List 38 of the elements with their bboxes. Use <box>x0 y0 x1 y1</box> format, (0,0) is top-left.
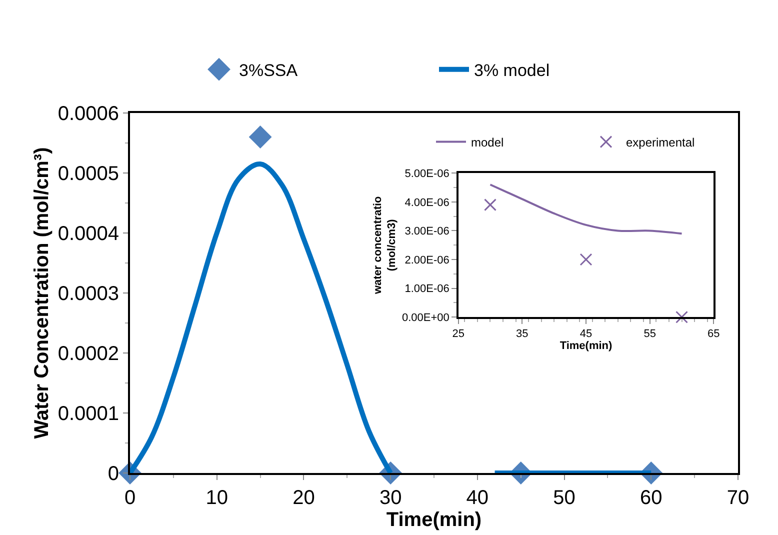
y-tick-label: 0 <box>108 463 119 485</box>
x-axis-title: Time(min) <box>560 340 613 352</box>
y-tick-label: 2.00E-06 <box>404 254 450 266</box>
x-tick-label: 30 <box>379 487 402 509</box>
point <box>484 198 496 212</box>
x-tick-label: 25 <box>452 328 464 340</box>
y-tick-label: 3.00E-06 <box>404 226 450 238</box>
x-axis-title: Time(min) <box>386 509 482 531</box>
legend-label: 3% model <box>474 60 550 80</box>
y-tick-label: 1.00E-06 <box>404 283 450 296</box>
y-axis-title: water concentratio (mol/cm3) <box>372 196 398 296</box>
x-tick-label: 35 <box>516 328 528 340</box>
legend-label: model <box>471 135 504 150</box>
y-tick-label: 0.0006 <box>58 103 119 125</box>
x-tick-label: 45 <box>580 328 592 340</box>
x-tick-label: 70 <box>726 487 750 509</box>
x-tick-label: 50 <box>553 487 576 509</box>
x-tick-label: 55 <box>644 328 656 340</box>
x-tick-label: 0 <box>124 487 136 509</box>
x-tick-label: 40 <box>466 487 489 509</box>
y-tick-label: 5.00E-06 <box>404 168 450 180</box>
y-tick-label: 4.00E-06 <box>404 196 450 209</box>
y-tick-label: 0.0002 <box>58 343 119 365</box>
legend-label: 3%SSA <box>239 60 298 80</box>
x-tick-label: 60 <box>640 487 662 509</box>
x-tick-label: 65 <box>708 328 720 340</box>
y-tick-label: 0.0004 <box>58 223 119 245</box>
y-axis-title: Water Concentration (mol/cm³) <box>30 147 53 439</box>
y-tick-label: 0.00E+00 <box>402 312 450 324</box>
y-tick-label: 0.0001 <box>58 403 119 425</box>
x-tick-label: 10 <box>206 487 228 509</box>
x-tick-label: 20 <box>292 487 315 509</box>
line-series <box>489 184 683 235</box>
point <box>580 253 592 266</box>
legend-label: experimental <box>626 135 695 150</box>
y-tick-label: 0.0003 <box>58 283 119 305</box>
point <box>676 310 688 324</box>
y-tick-label: 0.0005 <box>58 163 119 185</box>
